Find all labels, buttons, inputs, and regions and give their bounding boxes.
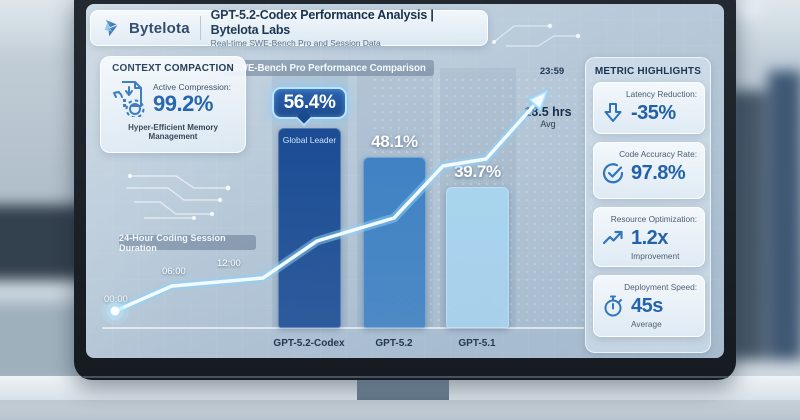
bar-gpt-5-2 xyxy=(363,157,426,328)
metric-value: -35% xyxy=(631,101,676,124)
monitor-bezel: Bytelota GPT-5.2-Codex Performance Analy… xyxy=(74,0,736,380)
bar-group-gpt-5-1: 39.7% xyxy=(446,162,509,328)
time-tick-0600: 06:00 xyxy=(162,266,186,277)
page-title: GPT-5.2-Codex Performance Analysis | Byt… xyxy=(210,8,434,37)
metric-subcaption: Improvement xyxy=(631,251,680,261)
header-bar: Bytelota GPT-5.2-Codex Performance Analy… xyxy=(90,8,488,48)
page-subtitle: Real-time SWE-Bench Pro and Session Data xyxy=(210,37,381,48)
arrow-down-icon xyxy=(604,103,622,122)
bezel-accent xyxy=(82,376,728,378)
metrics-panel-title: METRIC HIGHLIGHTS xyxy=(594,66,702,77)
circuit-trace-decoration xyxy=(126,173,231,220)
metric-value: 45s xyxy=(631,294,663,317)
metric-label: Deployment Speed: xyxy=(624,282,697,292)
compression-value: 99.2% xyxy=(153,90,213,116)
axis-label-gpt-5-1: GPT-5.1 xyxy=(458,338,496,349)
bar-gpt-5-2-codex: Global Leader xyxy=(278,128,341,328)
stopwatch-icon xyxy=(604,295,622,317)
average-caption: Avg xyxy=(540,119,556,129)
bar-group-gpt-5-2-codex: 56.4% Global Leader xyxy=(271,87,348,328)
bar-chart-title-band: SWE-Bench Pro Performance Comparison xyxy=(224,60,434,76)
leader-value-callout: 56.4% xyxy=(271,87,348,119)
axis-label-gpt-5-2: GPT-5.2 xyxy=(375,338,413,349)
metric-highlights-panel: METRIC HIGHLIGHTS Latency Reduction: -35… xyxy=(585,57,711,353)
check-circle-icon xyxy=(602,163,624,184)
context-panel-title: CONTEXT COMPACTION xyxy=(112,63,234,74)
document-compression-gear-icon xyxy=(113,81,145,117)
server-rack xyxy=(768,70,800,380)
session-average-annotation: 18.5 hrs Avg xyxy=(512,105,584,129)
bar-value-label: 56.4% xyxy=(283,92,336,113)
metric-value: 97.8% xyxy=(631,161,686,184)
bar-value-label: 39.7% xyxy=(454,162,501,181)
dashboard-screen: Bytelota GPT-5.2-Codex Performance Analy… xyxy=(86,4,724,358)
metric-card-accuracy: Code Accuracy Rate: 97.8% xyxy=(593,142,705,199)
session-duration-label: 24-Hour Coding Session Duration xyxy=(119,232,226,253)
divider xyxy=(199,16,201,40)
metric-card-deployment: Deployment Speed: 45s Average xyxy=(593,275,705,337)
bar-chart-title: SWE-Bench Pro Performance Comparison xyxy=(232,62,426,74)
context-panel-caption: Hyper-Efficient Memory Management xyxy=(128,123,218,141)
bar-gpt-5-1 xyxy=(446,187,509,328)
time-tick-2359: 23:59 xyxy=(539,66,565,77)
trend-up-icon xyxy=(602,230,623,245)
time-tick-0000: 00:00 xyxy=(104,294,128,305)
metric-label: Code Accuracy Rate: xyxy=(619,149,697,159)
time-tick-1200: 12:00 xyxy=(217,258,241,269)
line-start-point xyxy=(110,306,120,316)
metric-label: Resource Optimization: xyxy=(610,214,697,224)
circuit-trace-decoration xyxy=(492,23,581,47)
brand-name: Bytelota xyxy=(129,19,190,37)
average-hours-value: 18.5 hrs xyxy=(524,105,572,119)
bar-value-label: 48.1% xyxy=(371,132,418,151)
metric-label: Latency Reduction: xyxy=(625,89,697,99)
metric-card-resource: Resource Optimization: 1.2x Improvement xyxy=(593,207,705,267)
context-compaction-panel: CONTEXT COMPACTION xyxy=(100,56,246,153)
metric-value: 1.2x xyxy=(631,226,668,249)
compression-label: Active Compression: xyxy=(153,81,231,92)
bar-group-gpt-5-2: 48.1% xyxy=(363,132,426,328)
bytelota-logo-icon xyxy=(104,19,118,37)
chart-baseline xyxy=(102,327,584,329)
session-duration-band: 24-Hour Coding Session Duration xyxy=(119,232,256,253)
metric-card-latency: Latency Reduction: -35% xyxy=(593,82,705,134)
axis-label-gpt-5-2-codex: GPT-5.2-Codex xyxy=(273,338,345,349)
global-leader-badge: Global Leader xyxy=(282,135,337,145)
brand-logo: Bytelota xyxy=(101,17,190,39)
metric-subcaption: Average xyxy=(631,319,662,329)
